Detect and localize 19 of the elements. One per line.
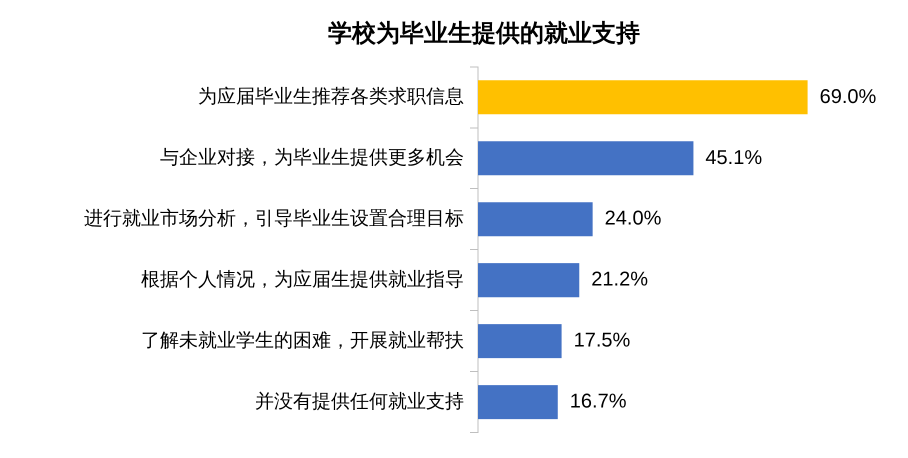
data-label: 16.7% xyxy=(570,390,627,413)
y-tick-label: 了解未就业学生的困难，开展就业帮扶 xyxy=(141,330,464,352)
data-label: 45.1% xyxy=(705,146,762,169)
y-tick-label: 为应届毕业生推荐各类求职信息 xyxy=(198,86,464,108)
bar xyxy=(478,263,580,298)
bar xyxy=(478,141,694,176)
data-label: 21.2% xyxy=(591,268,648,291)
data-label: 24.0% xyxy=(604,208,662,230)
data-label: 69.0% xyxy=(820,86,877,108)
bar xyxy=(478,80,808,114)
y-tick-label: 进行就业市场分析，引导毕业生设置合理目标 xyxy=(84,207,464,230)
chart-title: 学校为毕业生提供的就业支持 xyxy=(328,20,640,48)
y-tick-label: 并没有提供任何就业支持 xyxy=(255,391,464,412)
bar xyxy=(478,385,558,420)
y-tick-label: 根据个人情况，为应届生提供就业指导 xyxy=(141,268,464,290)
data-label: 17.5% xyxy=(574,330,631,352)
y-tick-label: 与企业对接，为毕业生提供更多机会 xyxy=(160,147,464,168)
bar xyxy=(478,324,562,358)
bar xyxy=(478,202,593,236)
